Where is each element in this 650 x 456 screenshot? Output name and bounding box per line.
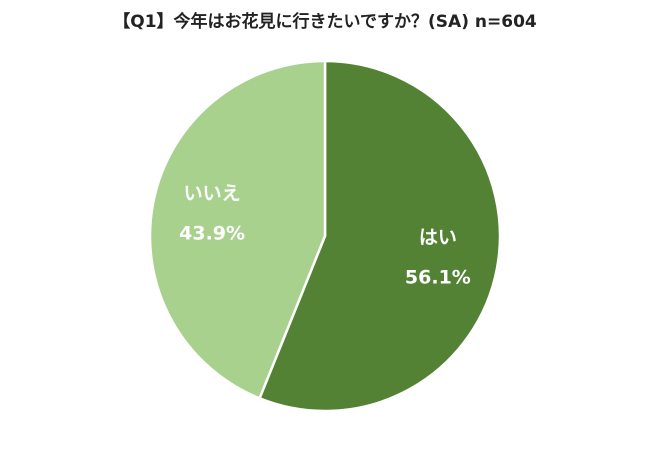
category-label: いいえ (184, 183, 241, 205)
chart-title: 【Q1】今年はお花見に行きたいですか？(SA) n=604 (113, 11, 537, 32)
value-label: 43.9% (179, 223, 245, 245)
category-label: はい (419, 226, 457, 248)
pie-slice (257, 59, 502, 413)
pie-slice (148, 59, 327, 400)
value-label: 56.1% (405, 266, 471, 288)
